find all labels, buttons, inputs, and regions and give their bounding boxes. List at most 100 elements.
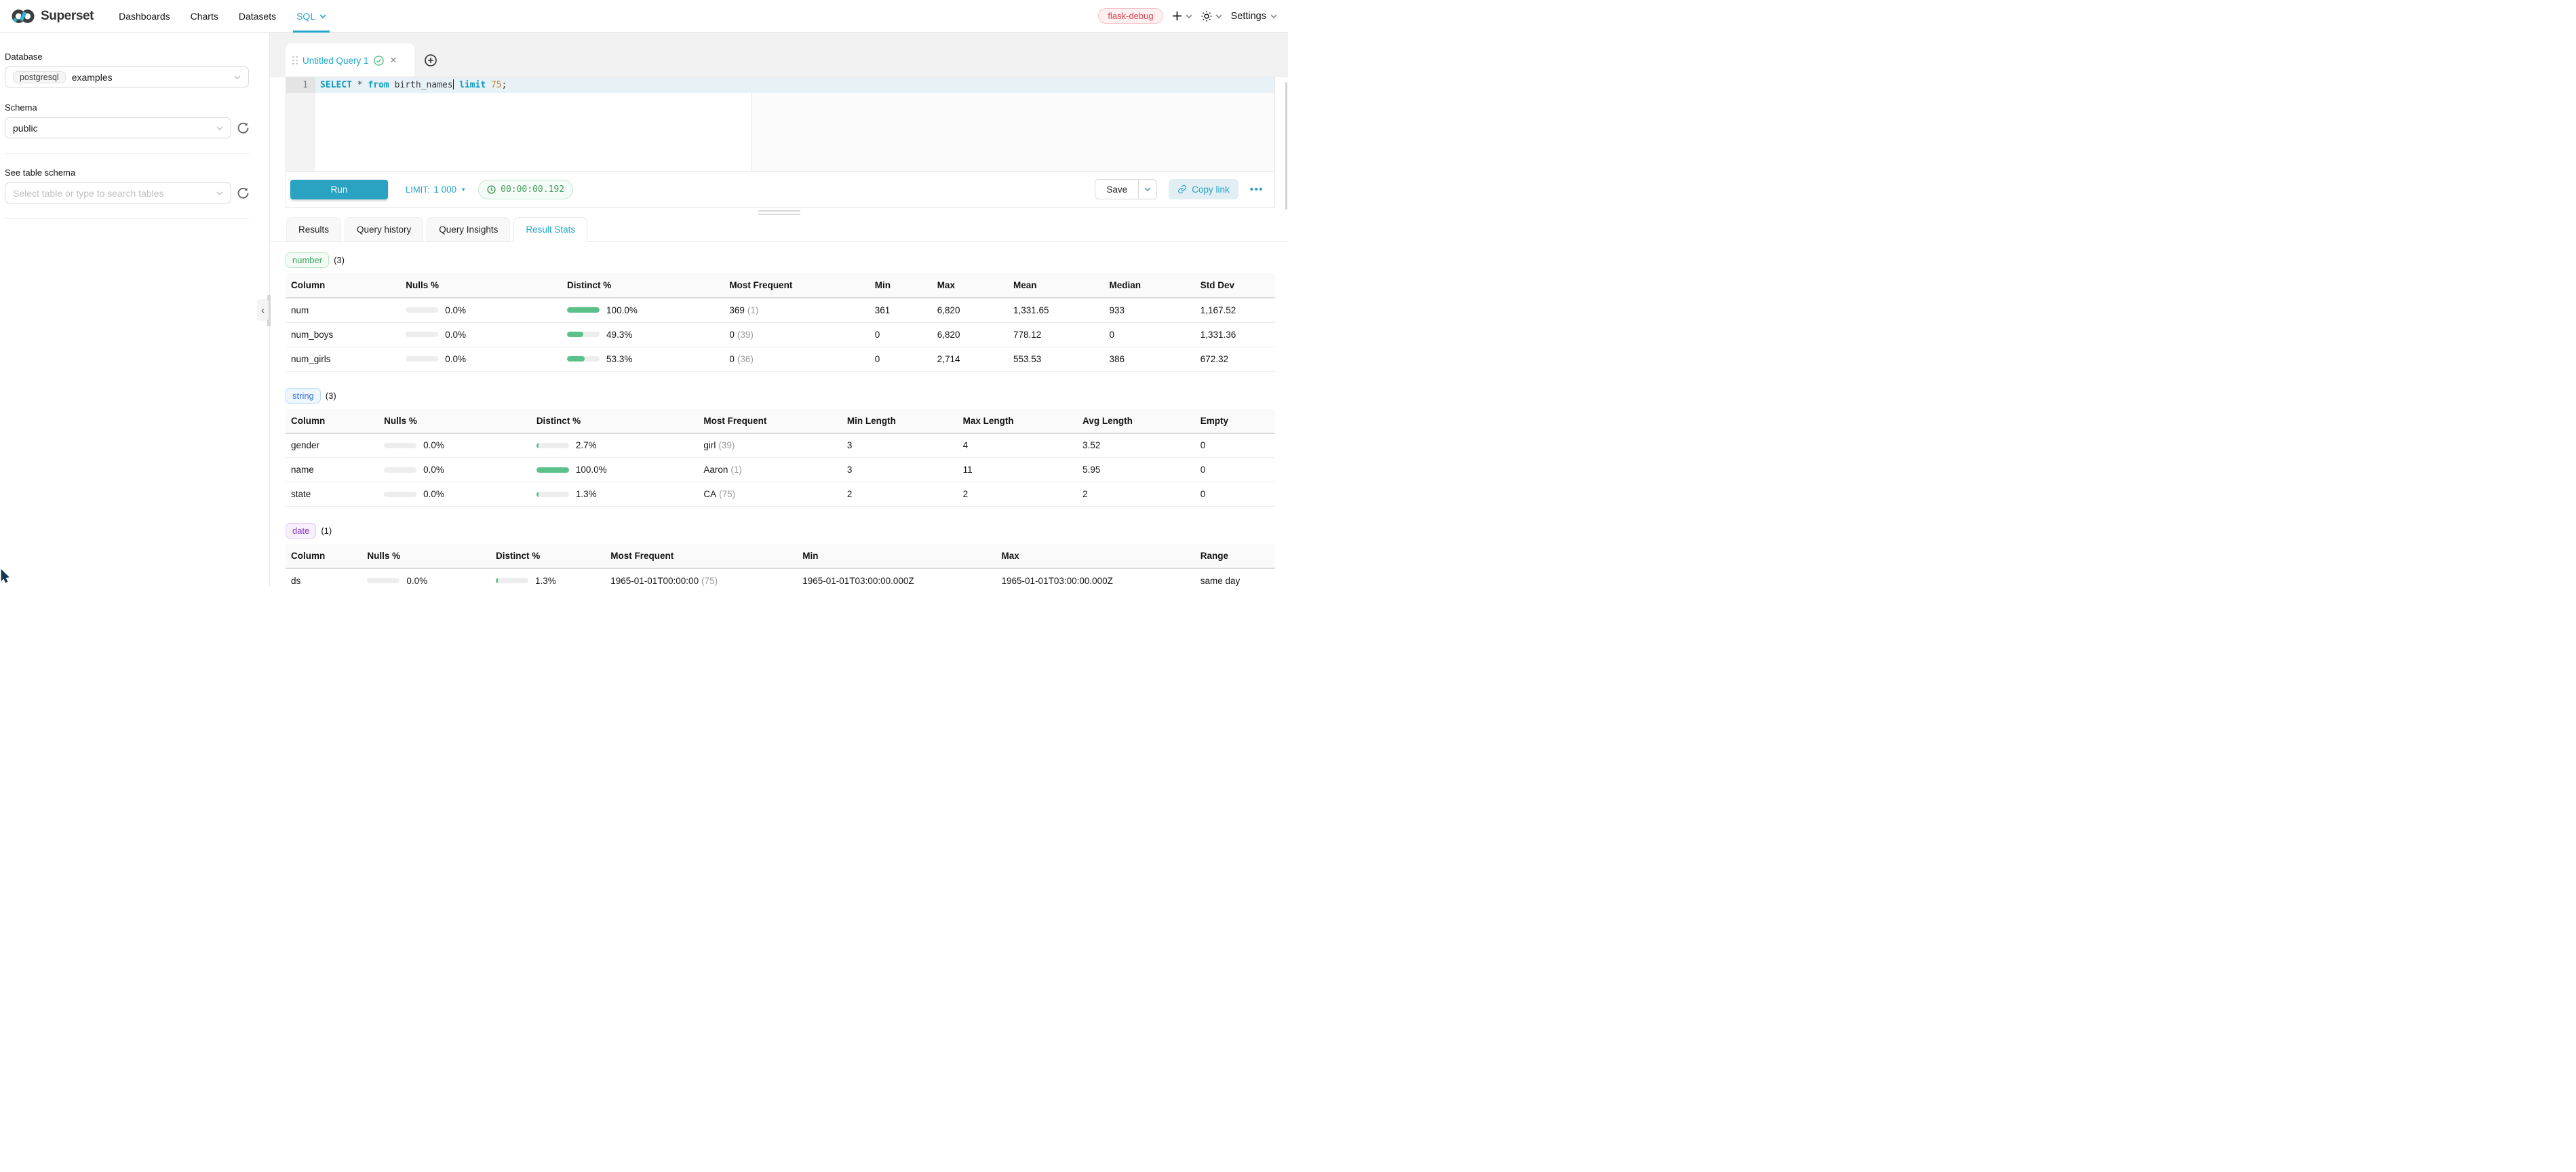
cell-distinct-pct: 100.0% — [531, 458, 699, 482]
type-tag-number: number — [286, 252, 329, 268]
sql-editor-shell: 1 SELECT * from birth_names limit 75; Ru… — [286, 77, 1275, 208]
bar-track — [536, 467, 569, 473]
drag-handle-icon[interactable] — [292, 56, 298, 65]
stats-section-date: date(1)ColumnNulls %Distinct %Most Frequ… — [286, 523, 1275, 586]
tab-query-insights[interactable]: Query Insights — [427, 217, 510, 241]
cell-stat-value: 6,820 — [932, 298, 1008, 322]
settings-menu[interactable]: Settings — [1231, 11, 1277, 22]
table-search-input[interactable] — [13, 188, 216, 199]
database-select[interactable]: postgresql examples — [5, 66, 249, 87]
percent-label: 0.0% — [445, 330, 466, 340]
header-row: ColumnNulls %Distinct %Most FrequentMinM… — [286, 273, 1275, 298]
more-actions-button[interactable]: ••• — [1250, 184, 1264, 195]
cell-stat-value: 0 — [870, 322, 932, 347]
navbar: Superset Dashboards Charts Datasets SQL … — [0, 0, 1288, 33]
cell-distinct-pct: 53.3% — [562, 347, 724, 371]
cell-column-name: ds — [286, 568, 362, 586]
tab-results[interactable]: Results — [286, 217, 341, 241]
bar-track — [567, 332, 600, 337]
most-frequent-count: (1) — [730, 465, 742, 475]
cell-distinct-pct: 1.3% — [490, 568, 605, 586]
superset-brand[interactable]: Superset — [11, 8, 94, 24]
cell-stat-value: 2 — [1077, 482, 1195, 507]
limit-dropdown[interactable]: LIMIT: 1 000 ▼ — [406, 184, 466, 195]
refresh-tables-icon[interactable] — [237, 187, 249, 199]
copy-link-button[interactable]: Copy link — [1169, 179, 1238, 199]
cell-most-frequent: Aaron(1) — [698, 458, 842, 482]
bar-fill — [567, 332, 583, 337]
percent-label: 49.3% — [606, 330, 632, 340]
most-frequent-count: (36) — [737, 354, 754, 364]
brand-text: Superset — [41, 9, 94, 24]
close-tab-icon[interactable]: ✕ — [390, 55, 397, 66]
scrollbar-thumb[interactable] — [1285, 82, 1287, 210]
database-label: Database — [5, 52, 249, 62]
new-item-button[interactable] — [1172, 11, 1192, 21]
chevron-down-icon — [216, 126, 223, 130]
percent-bar: 0.0% — [406, 330, 556, 340]
most-frequent-value: Aaron — [703, 465, 728, 475]
percent-bar: 100.0% — [567, 305, 718, 315]
cell-stat-value: 1965-01-01T03:00:00.000Z — [797, 568, 996, 586]
cell-stat-value: 672.32 — [1195, 347, 1275, 371]
cell-stat-value: 1965-01-01T03:00:00.000Z — [996, 568, 1195, 586]
tab-result-stats[interactable]: Result Stats — [513, 217, 587, 242]
theme-toggle[interactable] — [1201, 11, 1222, 22]
bar-track — [406, 332, 438, 337]
percent-label: 100.0% — [606, 305, 638, 315]
type-tag-string: string — [286, 388, 321, 404]
column-header: Mean — [1008, 273, 1104, 298]
column-header: Column — [286, 273, 400, 298]
table-select[interactable] — [5, 182, 231, 203]
bar-track — [536, 443, 569, 448]
column-header: Avg Length — [1077, 409, 1195, 433]
cell-distinct-pct: 2.7% — [531, 433, 699, 458]
percent-bar: 0.0% — [367, 576, 485, 586]
cell-distinct-pct: 1.3% — [531, 482, 699, 507]
save-button[interactable]: Save — [1095, 180, 1138, 199]
percent-label: 0.0% — [445, 305, 466, 315]
schema-select[interactable]: public — [5, 117, 231, 138]
type-tag-row: date(1) — [286, 523, 1275, 539]
cell-stat-value: 933 — [1104, 298, 1195, 322]
most-frequent-value: girl — [703, 440, 716, 450]
most-frequent-count: (39) — [718, 440, 735, 450]
cell-most-frequent: 1965-01-01T00:00:00(75) — [605, 568, 797, 586]
sun-icon — [1201, 11, 1212, 22]
sql-code-line: SELECT * from birth_names limit 75; — [315, 77, 1274, 93]
save-split-button: Save — [1095, 179, 1157, 199]
sql-lab-page: { "navbar": { "brand": "Superset", "menu… — [0, 0, 1288, 586]
nav-item-charts[interactable]: Charts — [180, 0, 229, 32]
cell-most-frequent: 0(36) — [724, 347, 869, 371]
most-frequent-value: 369 — [729, 305, 745, 315]
most-frequent-count: (75) — [719, 489, 735, 499]
query-toolbar: Run LIMIT: 1 000 ▼ 00:00:00.192 Save — [286, 171, 1274, 207]
pane-resize-handle[interactable] — [270, 208, 1288, 217]
table-row: name0.0%100.0%Aaron(1)3115.950 — [286, 458, 1275, 482]
run-button[interactable]: Run — [290, 180, 388, 199]
code-area[interactable]: SELECT * from birth_names limit 75; — [315, 77, 1274, 171]
column-header: Min — [797, 544, 996, 568]
sidebar-collapse-button[interactable]: ‹ — [257, 299, 269, 321]
nav-item-dashboards[interactable]: Dashboards — [109, 0, 180, 32]
bar-fill — [536, 443, 539, 448]
nav-item-datasets[interactable]: Datasets — [229, 0, 286, 32]
nav-item-sql[interactable]: SQL — [286, 0, 336, 32]
sql-editor[interactable]: 1 SELECT * from birth_names limit 75; — [286, 77, 1274, 171]
tab-query-history[interactable]: Query history — [345, 217, 423, 241]
query-tab[interactable]: Untitled Query 1 ✕ — [286, 43, 414, 77]
caret-down-icon: ▼ — [461, 187, 466, 193]
cell-stat-value: 1,331.36 — [1195, 322, 1275, 347]
refresh-schemas-icon[interactable] — [237, 122, 249, 134]
percent-label: 0.0% — [423, 489, 444, 499]
percent-label: 0.0% — [423, 465, 444, 475]
column-header: Distinct % — [531, 409, 699, 433]
environment-badge: flask-debug — [1098, 8, 1163, 24]
save-options-caret[interactable] — [1138, 180, 1156, 199]
chevron-down-icon — [216, 191, 223, 195]
new-query-tab-button[interactable] — [425, 54, 437, 66]
query-success-icon — [374, 56, 384, 66]
cell-stat-value: 553.53 — [1008, 347, 1104, 371]
column-header: Empty — [1195, 409, 1275, 433]
cell-most-frequent: CA(75) — [698, 482, 842, 507]
